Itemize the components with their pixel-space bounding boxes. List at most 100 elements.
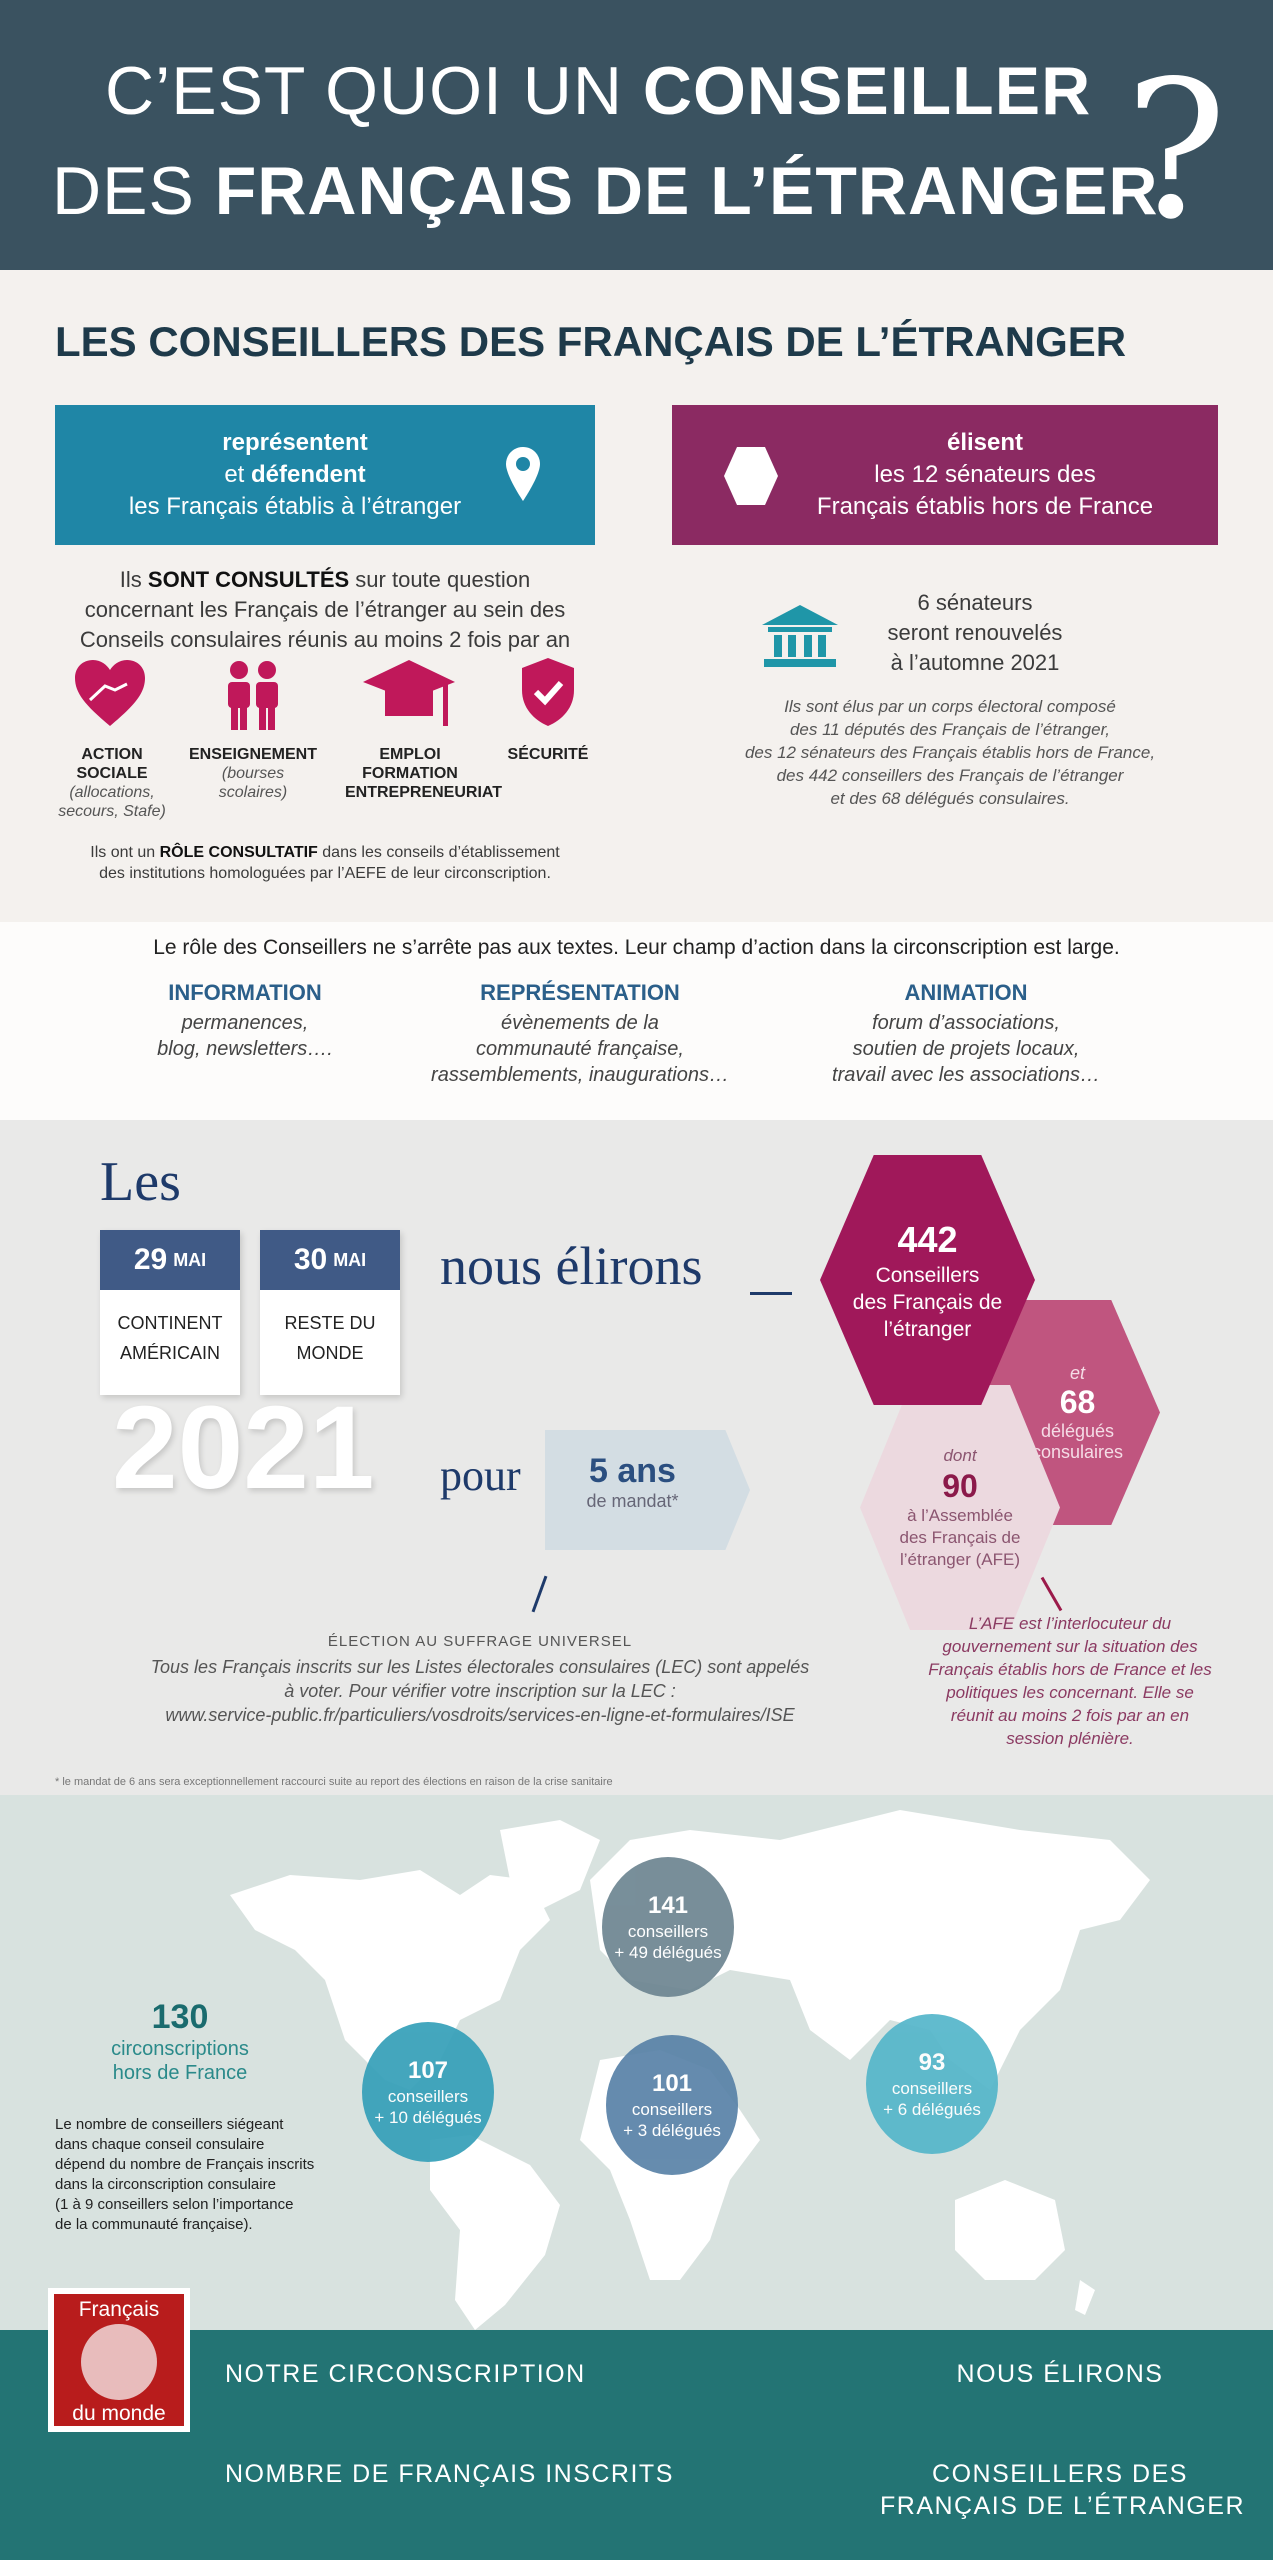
title-line-2: DES FRANÇAIS DE L’ÉTRANGER	[52, 152, 1159, 230]
pour: pour	[440, 1451, 521, 1500]
logo-text: Français	[78, 2298, 160, 2321]
role-column-item: travail avec les associations…	[832, 1064, 1100, 1086]
header-banner: C’EST QUOI UN CONSEILLER DES FRANÇAIS DE…	[0, 0, 1273, 270]
afe-text: L’AFE est l’interlocuteur du gouvernement…	[900, 1612, 1240, 1750]
year: 2021	[112, 1382, 375, 1514]
elect-box: élisent les 12 sénateurs des Français ét…	[672, 405, 1218, 545]
region-circle: 93 conseillers + 6 délégués	[866, 2014, 998, 2154]
role-column-item: soutien de projets locaux,	[852, 1038, 1080, 1060]
region-text: 93	[918, 2049, 946, 2076]
title-bold: FRANÇAIS DE L’ÉTRANGER	[214, 153, 1159, 229]
text-line: politiques les concernant. Elle se	[946, 1683, 1194, 1702]
children-icon	[228, 661, 278, 730]
region-text: + 6 délégués	[883, 2100, 981, 2119]
domain-employment: EMPLOI FORMATION ENTREPRENEURIAT	[330, 745, 503, 802]
heading-bold: LES CONSEILLERS	[55, 318, 448, 365]
date-card: 29 MAI CONTINENT AMÉRICAIN	[100, 1230, 240, 1395]
box-line: représentent	[222, 429, 368, 456]
region-text: + 49 délégués	[614, 1943, 722, 1962]
nous-elirons-label: NOUS ÉLIRONS	[956, 2360, 1164, 2388]
text-line: dans chaque conseil consulaire	[55, 2136, 265, 2153]
box-line: les 12 sénateurs des	[874, 461, 1096, 488]
region-circle: 107 conseillers + 10 délégués	[362, 2022, 494, 2162]
text-line: session plénière.	[1006, 1729, 1134, 1748]
logo-inner: Français du monde	[54, 2294, 184, 2426]
text-line: des institutions homologuées par l’AEFE …	[99, 865, 551, 882]
pre: dont	[943, 1445, 977, 1465]
text-line: réunit au moins 2 fois par an en	[950, 1706, 1190, 1725]
region-text: + 10 délégués	[374, 2108, 482, 2127]
region: RESTE DU	[284, 1313, 376, 1333]
role-column-item: forum d’associations,	[872, 1012, 1060, 1034]
label: FORMATION ENTREPRENEURIAT	[345, 765, 503, 801]
region: CONTINENT	[117, 1313, 223, 1333]
logo-text: du monde	[72, 2402, 166, 2425]
region-circle: 101 conseillers + 3 délégués	[606, 2035, 738, 2175]
map-section: 130 circonscriptions hors de France Le n…	[0, 1795, 1273, 2330]
box-text: et	[224, 461, 251, 488]
text-line: Tous les Français inscrits sur les Liste…	[150, 1657, 810, 1677]
l: CONSEILLERS DES	[932, 2460, 1188, 2488]
circonscriptions-count: 130 circonscriptions hors de France	[60, 1998, 300, 2085]
role-column-title: INFORMATION	[168, 980, 322, 1005]
les-label: Les	[100, 1151, 181, 1213]
note: (allocations, secours, Stafe)	[58, 784, 166, 820]
consultative-text: Ils ont un RÔLE CONSULTATIF dans les con…	[40, 842, 610, 884]
month: MAI	[333, 1249, 367, 1270]
count: 130	[151, 1998, 209, 2036]
shield-check-icon	[522, 658, 574, 726]
box-line: élisent	[946, 429, 1024, 456]
connector-line	[750, 1292, 792, 1295]
francais-du-monde-logo: Français du monde	[48, 2288, 190, 2432]
role-column-item: évènements de la	[501, 1012, 659, 1034]
mandate-label: de mandat*	[586, 1491, 679, 1511]
role-column-item: blog, newsletters….	[157, 1038, 333, 1060]
section-heading: LES CONSEILLERS DES FRANÇAIS DE L’ÉTRANG…	[55, 318, 1126, 366]
footnote: * le mandat de 6 ans sera exceptionnelle…	[55, 1776, 613, 1788]
title-bold: CONSEILLER	[642, 53, 1092, 129]
l: consulaires	[1031, 1441, 1124, 1462]
explain-text: Le nombre de conseillers siégeant dans ch…	[55, 2115, 385, 2235]
number: 90	[942, 1467, 978, 1504]
text-line: dans la circonscription consulaire	[55, 2176, 276, 2193]
label: EMPLOI	[379, 746, 441, 763]
day: 29	[133, 1243, 168, 1276]
text-line: Ils SONT CONSULTÉS sur toute question	[40, 565, 610, 595]
region-circle: 141 conseillers + 49 délégués	[602, 1857, 734, 1997]
text-line: www.service-public.fr/particuliers/vosdr…	[165, 1705, 795, 1725]
t: RÔLE CONSULTATIF	[159, 844, 318, 861]
suffrage-text: Tous les Français inscrits sur les Liste…	[80, 1655, 880, 1727]
heading-rest: DES FRANÇAIS DE L’ÉTRANGER	[447, 318, 1127, 365]
conseillers-label: CONSEILLERS DES FRANÇAIS DE L’ÉTRANGER	[880, 2458, 1244, 2522]
region-text: conseillers	[631, 2100, 713, 2119]
domain-education: ENSEIGNEMENT (bourses scolaires)	[183, 745, 323, 802]
electorate-text: Ils sont élus par un corps électoral com…	[660, 695, 1240, 810]
location-pin-icon	[506, 447, 540, 501]
senate-building-icon	[762, 605, 838, 667]
label: SÉCURITÉ	[507, 746, 589, 763]
text-line: de la communauté française).	[55, 2216, 253, 2233]
role-column-title: REPRÉSENTATION	[480, 980, 680, 1005]
role-column-title: ANIMATION	[904, 980, 1028, 1005]
region: AMÉRICAIN	[119, 1343, 220, 1363]
text-line: des 11 députés des Français de l’étrange…	[789, 720, 1111, 739]
text-line: Ils ont un RÔLE CONSULTATIF dans les con…	[40, 842, 610, 863]
text-line: à l’automne 2021	[890, 650, 1060, 675]
role-column-item: permanences,	[181, 1012, 309, 1034]
hexagon-icon	[724, 447, 778, 505]
text-line: et des 68 délégués consulaires.	[830, 789, 1070, 808]
date: 30 MAI	[260, 1230, 400, 1290]
l: délégués	[1040, 1420, 1115, 1441]
count-label: circonscriptions	[111, 2038, 249, 2060]
mandate-years: 5 ans	[589, 1452, 676, 1490]
region-text: + 3 délégués	[623, 2121, 721, 2140]
text-line: des 12 sénateurs des Français établis ho…	[744, 743, 1156, 762]
role-column-item: rassemblements, inaugurations…	[431, 1064, 729, 1086]
text-line: (1 à 9 conseillers selon l’importance	[55, 2196, 294, 2213]
pre: et	[1069, 1362, 1085, 1383]
text-line: Français établis hors de France et les	[928, 1660, 1212, 1679]
senators-renewal: 6 sénateurs seront renouvelés à l’automn…	[850, 588, 1100, 678]
text-line: à voter. Pour vérifier votre inscription…	[284, 1681, 676, 1701]
date-card: 30 MAI RESTE DU MONDE	[260, 1230, 400, 1395]
text-line: 6 sénateurs	[917, 590, 1033, 615]
